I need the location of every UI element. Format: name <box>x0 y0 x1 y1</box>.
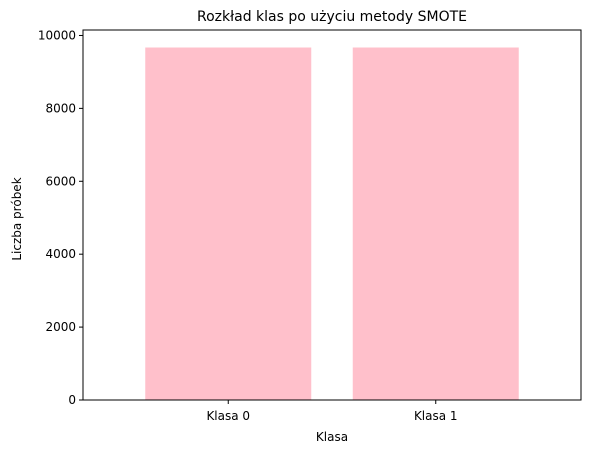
y-tick-label: 10000 <box>38 28 76 42</box>
ticks-layer: 0 2000 4000 6000 8000 10000 Klasa 0 Klasa 1 <box>38 28 458 423</box>
bar-0 <box>145 47 312 401</box>
x-tick-label: Klasa 1 <box>414 409 458 423</box>
x-axis-label: Klasa <box>316 430 348 444</box>
y-tick-label: 8000 <box>45 101 76 115</box>
y-tick-label: 4000 <box>45 247 76 261</box>
x-tick-label: Klasa 0 <box>206 409 250 423</box>
y-tick-label: 2000 <box>45 320 76 334</box>
chart-title: Rozkład klas po użyciu metody SMOTE <box>197 9 467 25</box>
y-tick-label: 0 <box>68 393 76 407</box>
y-axis-label: Liczba próbek <box>10 177 24 260</box>
bar-1 <box>352 47 519 401</box>
axes-layer <box>82 29 582 401</box>
y-tick-label: 6000 <box>45 174 76 188</box>
plot-frame <box>82 29 582 401</box>
bars-layer <box>145 47 519 401</box>
